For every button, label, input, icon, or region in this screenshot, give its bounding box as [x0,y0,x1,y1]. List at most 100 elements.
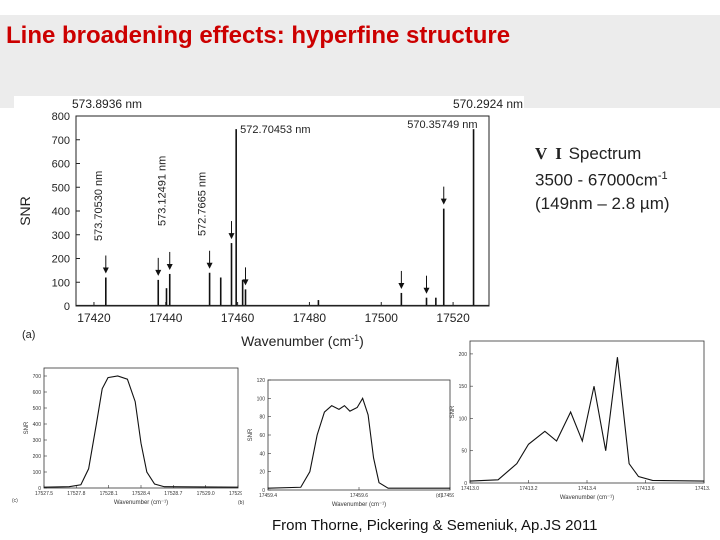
plot-frame [75,115,490,307]
inset-x-tick-label: 17527.8 [67,491,85,497]
inset-x-tick-label: 17413.6 [636,486,654,492]
inset-spectrum-3: 0 50 100 150 200 17413.0 17413.2 17413.4 17413.6… [436,340,710,501]
inset-frame [267,379,451,491]
inset-panel-label: (c) [12,498,18,504]
inset-profile-curve [267,397,450,489]
inset-y-tick-label: 100 [459,416,468,422]
legend-element: V I [535,144,564,163]
peak-arrow [206,250,213,269]
arrow-head [242,279,249,286]
y-tick-label: 800 [52,111,70,123]
legend-line3: (149nm – 2.8 µm) [535,193,670,213]
peak-arrow [398,270,405,289]
peak-arrow [228,221,235,240]
x-axis-label-close: ) [359,333,364,349]
y-axis-label: SNR [17,196,33,226]
inset-spectrum-2: 0 20 40 60 80 100 120 17459.4 17459.6 17459.8 Wave… [238,378,454,508]
inset-y-tick-label: 120 [257,378,266,384]
line-wavelength-label: 572.70453 nm [240,124,310,136]
x-tick-label: 17480 [293,311,327,325]
inset-frame [43,367,239,489]
line-wavelength-label: 573.12491 nm [157,156,169,226]
arrow-head [423,287,430,294]
legend-line2-sup: -1 [657,170,668,182]
inset-x-tick-label: 17529.0 [197,491,215,497]
main-spectrum-figure: 0 100 200 300 400 500 600 700 800 17420 17440 17460… [14,96,524,354]
inset-x-tick-label: 17527.5 [35,491,53,497]
inset-y-tick-label: 0 [262,488,265,494]
line-wavelength-label: 570.35749 nm [407,119,477,131]
inset-x-tick-label: 17528.7 [164,491,182,497]
title-banner [0,15,720,108]
peak-arrow [423,275,430,294]
inset-y-tick-label: 300 [33,438,42,444]
inset-x-tick-label: 17413.8 [695,486,710,492]
peak-arrow [440,186,447,205]
inset-spectrum-1: 0 100 200 300 400 500 600 700 17527.5 17527.8 1752… [12,367,242,506]
inset-y-tick-label: 150 [459,384,468,390]
inset-x-tick-label: 17528.4 [132,491,150,497]
line-wavelength-label: 573.70530 nm [93,171,105,241]
y-tick-label: 600 [52,159,70,171]
x-tick-label: 17500 [365,311,399,325]
inset-y-axis-label: SNR [450,405,456,418]
inset-y-tick-label: 80 [259,415,265,421]
inset-panel-label: (b) [238,500,244,506]
arrow-head [166,263,173,270]
inset-y-tick-label: 50 [461,449,467,455]
inset-y-tick-label: 700 [33,374,42,380]
peak-arrow [166,251,173,270]
x-tick-label: 17520 [436,311,470,325]
inset-y-tick-label: 100 [33,470,42,476]
inset-x-axis-label: Wavenumber (cm⁻¹) [560,495,614,501]
panel-label: (a) [22,329,35,341]
inset-y-tick-label: 0 [464,481,467,487]
inset-x-tick-label: 17459.6 [350,493,368,499]
y-tick-label: 400 [52,206,70,218]
inset-y-tick-label: 600 [33,390,42,396]
arrow-head [155,269,162,276]
inset-x-tick-label: 17413.2 [519,486,537,492]
inset-x-tick-label: 17459.4 [259,493,277,499]
peak-arrow [155,257,162,276]
x-axis-label-sup: -1 [351,333,359,343]
inset-y-tick-label: 20 [259,470,265,476]
peak-arrow [102,255,109,274]
x-axis-label: Wavenumber (cm-1) [241,333,364,349]
inset-y-tick-label: 40 [259,451,265,457]
arrow-head [398,282,405,289]
inset-y-tick-label: 0 [38,486,41,492]
top-label-right: 570.2924 nm [453,97,523,111]
arrow-head [440,198,447,205]
line-wavelength-label: 572.7665 nm [197,172,209,236]
arrow-head [228,233,235,240]
inset-x-tick-label: 17413.4 [578,486,596,492]
inset-y-axis-label: SNR [24,421,30,434]
x-tick-label: 17460 [221,311,255,325]
inset-y-tick-label: 60 [259,433,265,439]
slide-title: Line broadening effects: hyperfine struc… [6,22,511,49]
inset-y-tick-label: 100 [257,396,266,402]
inset-x-axis-label: Wavenumber (cm⁻¹) [114,500,168,506]
inset-y-tick-label: 500 [33,406,42,412]
source-citation: From Thorne, Pickering & Semeniuk, Ap.JS… [272,517,598,534]
arrow-head [102,267,109,274]
y-tick-label: 700 [52,135,70,147]
legend-line1: Spectrum [568,144,642,163]
spectrum-legend: V I Spectrum 3500 - 67000cm-1 (149nm – 2… [535,142,670,215]
y-tick-label: 200 [52,254,70,266]
y-tick-label: 300 [52,230,70,242]
inset-x-axis-label: Wavenumber (cm⁻¹) [332,502,386,508]
inset-profile-curve [43,375,239,488]
inset-y-tick-label: 200 [459,352,468,358]
inset-x-tick-label: 17528.1 [100,491,118,497]
arrow-head [206,262,213,269]
y-tick-label: 100 [52,277,70,289]
inset-frame [469,340,705,484]
x-tick-label: 17440 [149,311,183,325]
legend-line2: 3500 - 67000cm [535,170,658,190]
inset-y-axis-label: SNR [248,428,254,441]
inset-panel-label: (d) [436,493,442,499]
y-tick-label: 500 [52,182,70,194]
y-tick-label: 0 [64,301,70,313]
